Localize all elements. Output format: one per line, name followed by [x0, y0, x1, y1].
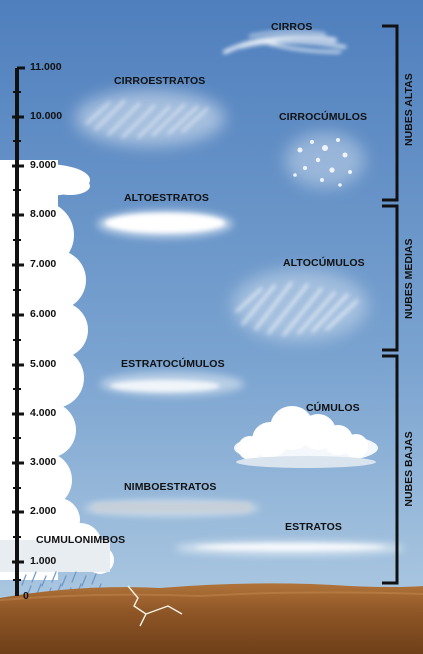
tick-label-6000: 6.000 [30, 308, 57, 320]
label-altocumulos: ALTOCÚMULOS [283, 257, 365, 269]
tick-label-5000: 5.000 [30, 358, 57, 370]
bracket-nubes-bajas [382, 354, 399, 585]
tick-label-7000: 7.000 [30, 258, 57, 270]
cirros-cloud [223, 30, 347, 54]
cumulonimbos-cloud [0, 160, 114, 580]
label-cirros: CIRROS [271, 21, 313, 33]
tick-label-0: 0 [23, 590, 29, 602]
label-nimboestratos: NIMBOESTRATOS [124, 481, 217, 493]
altoestratos-cloud [97, 210, 233, 238]
nimboestratos-cloud [84, 500, 260, 516]
group-label-nubes-medias: NUBES MEDIAS [403, 238, 415, 319]
cirroestratos-cloud [75, 90, 225, 146]
tick-label-9000: 9.000 [30, 159, 57, 171]
estratocumulos-cloud [100, 372, 244, 396]
bracket-nubes-altas [382, 24, 399, 202]
tick-label-4000: 4.000 [30, 407, 57, 419]
label-cirrocumulos: CIRROCÚMULOS [279, 111, 368, 123]
bracket-nubes-medias [382, 204, 399, 352]
lightning-bolt [127, 585, 183, 627]
cirrocumulos-cloud [285, 132, 365, 188]
tick-label-2000: 2.000 [30, 505, 57, 517]
label-cumulos: CÚMULOS [306, 402, 360, 414]
tick-label-11000: 11.000 [30, 61, 62, 73]
label-estratos: ESTRATOS [285, 521, 343, 533]
altocumulos-cloud [232, 269, 368, 341]
cumulos-cloud [234, 406, 378, 468]
group-label-nubes-altas: NUBES ALTAS [403, 73, 415, 146]
group-label-nubes-bajas: NUBES BAJAS [403, 431, 415, 507]
group-brackets [382, 24, 399, 585]
altitude-axis [12, 66, 25, 596]
label-cumulonimbos: CUMULONIMBOS [36, 534, 126, 546]
tick-label-10000: 10.000 [30, 110, 63, 122]
estratos-cloud [175, 541, 405, 555]
tick-label-1000: 1.000 [30, 555, 57, 567]
tick-label-8000: 8.000 [30, 208, 57, 220]
label-estratocumulos: ESTRATOCÚMULOS [121, 358, 225, 370]
tick-label-3000: 3.000 [30, 456, 57, 468]
label-altoestratos: ALTOESTRATOS [124, 192, 210, 204]
ground [0, 583, 423, 654]
label-cirroestratos: CIRROESTRATOS [114, 75, 206, 87]
